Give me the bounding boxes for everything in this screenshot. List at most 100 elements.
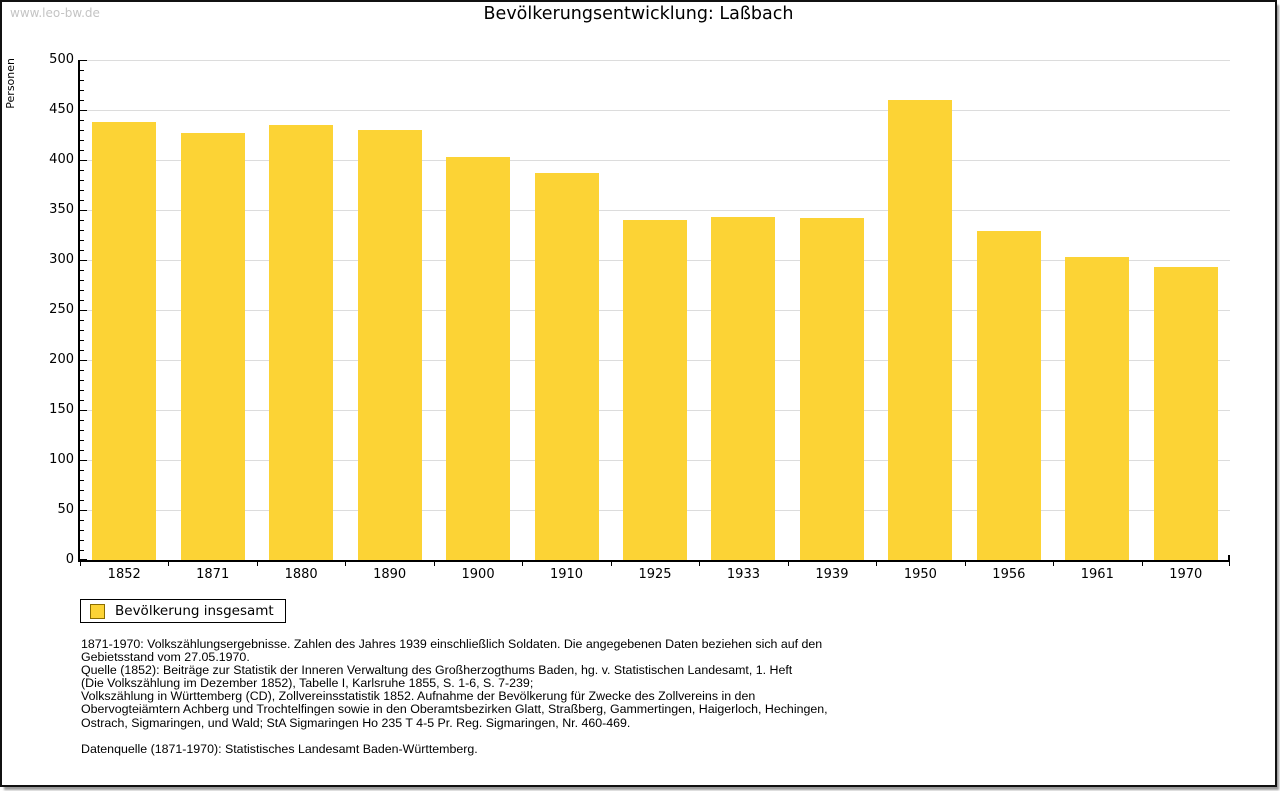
y-major-tick-350	[80, 210, 87, 211]
y-minor-tick	[80, 330, 84, 331]
x-boundary-tick	[699, 562, 701, 566]
footnote-line-4: (Die Volkszählung im Dezember 1852), Tab…	[81, 676, 534, 691]
y-tick-label-50: 50	[57, 502, 74, 517]
y-minor-tick	[80, 140, 84, 141]
y-minor-tick	[80, 190, 84, 191]
y-minor-tick	[80, 400, 84, 401]
y-minor-tick	[80, 150, 84, 151]
y-minor-tick	[80, 500, 84, 501]
bar-1900	[446, 157, 511, 560]
x-tick-label-1933: 1933	[726, 567, 760, 582]
x-boundary-tick	[522, 562, 524, 566]
x-axis-end-tick	[1228, 555, 1230, 562]
y-minor-tick	[80, 370, 84, 371]
legend: Bevölkerung insgesamt	[80, 599, 286, 623]
legend-swatch	[90, 603, 105, 619]
x-boundary-tick	[610, 562, 612, 566]
bar-1890	[357, 130, 422, 560]
y-tick-label-300: 300	[49, 252, 74, 267]
x-boundary-tick	[433, 562, 435, 566]
y-tick-label-500: 500	[49, 52, 74, 67]
y-minor-tick	[80, 380, 84, 381]
y-tick-label-100: 100	[49, 452, 74, 467]
y-minor-tick	[80, 250, 84, 251]
y-minor-tick	[80, 430, 84, 431]
x-tick-label-1970: 1970	[1169, 567, 1203, 582]
datasource-line: Datenquelle (1871-1970): Statistisches L…	[81, 741, 478, 756]
y-major-tick-150	[80, 410, 87, 411]
bar-1956	[976, 231, 1041, 560]
y-minor-tick	[80, 390, 84, 391]
x-boundary-tick	[964, 562, 966, 566]
y-major-tick-450	[80, 110, 87, 111]
y-tick-label-250: 250	[49, 302, 74, 317]
footnote-line-8	[81, 730, 931, 743]
y-minor-tick	[80, 180, 84, 181]
y-minor-tick	[80, 420, 84, 421]
gridline-450	[80, 110, 1230, 111]
y-minor-tick	[80, 480, 84, 481]
y-minor-tick	[80, 230, 84, 231]
chart-title: Bevölkerungsentwicklung: Laßbach	[483, 4, 794, 24]
y-minor-tick	[80, 280, 84, 281]
x-tick-label-1956: 1956	[992, 567, 1026, 582]
gridline-500	[80, 60, 1230, 61]
x-tick-label-1900: 1900	[461, 567, 495, 582]
y-major-tick-250	[80, 310, 87, 311]
bar-1939	[799, 218, 864, 560]
x-boundary-tick	[345, 562, 347, 566]
x-tick-label-1950: 1950	[903, 567, 937, 582]
y-minor-tick	[80, 200, 84, 201]
y-minor-tick	[80, 130, 84, 131]
y-minor-tick	[80, 530, 84, 531]
footnote-line-5: Volkszählung in Württemberg (CD), Zollve…	[81, 689, 756, 704]
x-boundary-tick	[787, 562, 789, 566]
y-minor-tick	[80, 540, 84, 541]
y-major-tick-400	[80, 160, 87, 161]
y-major-tick-500	[80, 60, 87, 61]
x-tick-label-1890: 1890	[373, 567, 407, 582]
footnote-line-3: Quelle (1852): Beiträge zur Statistik de…	[81, 663, 793, 678]
x-tick-label-1852: 1852	[107, 567, 141, 582]
y-minor-tick	[80, 100, 84, 101]
x-tick-label-1871: 1871	[196, 567, 230, 582]
y-tick-label-350: 350	[49, 202, 74, 217]
y-minor-tick	[80, 490, 84, 491]
legend-label: Bevölkerung insgesamt	[115, 603, 274, 619]
y-minor-tick	[80, 440, 84, 441]
y-minor-tick	[80, 170, 84, 171]
x-tick-label-1910: 1910	[549, 567, 584, 582]
x-boundary-tick	[1053, 562, 1055, 566]
y-tick-label-450: 450	[49, 102, 74, 117]
footnote-line-6: Obervogteiämtern Achberg und Trochtelfin…	[81, 702, 828, 717]
bar-1910	[534, 173, 599, 560]
plot-area	[78, 60, 1230, 562]
y-minor-tick	[80, 80, 84, 81]
source-footnote: 1871-1970: Volkszählungsergebnisse. Zahl…	[81, 637, 931, 756]
footnote-line-2: Gebietsstand vom 27.05.1970.	[81, 650, 250, 665]
y-minor-tick	[80, 90, 84, 91]
y-major-tick-0	[80, 559, 87, 560]
y-minor-tick	[80, 520, 84, 521]
y-tick-label-0: 0	[65, 552, 74, 567]
x-boundary-tick	[168, 562, 170, 566]
y-minor-tick	[80, 70, 84, 71]
bar-1880	[269, 125, 334, 560]
x-boundary-tick	[80, 562, 81, 566]
x-boundary-tick	[1229, 562, 1230, 566]
footnote-line-1: 1871-1970: Volkszählungsergebnisse. Zahl…	[81, 637, 823, 651]
bar-1970	[1153, 267, 1218, 560]
y-major-tick-50	[80, 510, 87, 511]
x-boundary-tick	[256, 562, 258, 566]
x-tick-label-1939: 1939	[815, 567, 849, 582]
bar-1933	[711, 217, 776, 560]
x-boundary-tick	[876, 562, 878, 566]
y-major-tick-100	[80, 460, 87, 461]
gridline-400	[80, 160, 1230, 161]
bar-1950	[888, 100, 953, 560]
footnote-line-7: Ostrach, Sigmaringen, und Wald; StA Sigm…	[81, 715, 631, 730]
x-boundary-tick	[1141, 562, 1143, 566]
gridline-350	[80, 210, 1230, 211]
y-minor-tick	[80, 290, 84, 291]
